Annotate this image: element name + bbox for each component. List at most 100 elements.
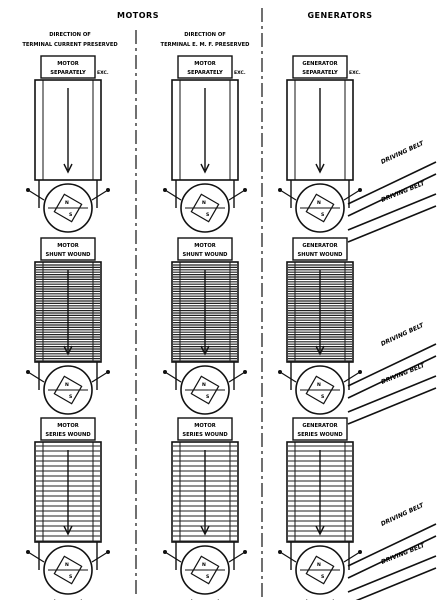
brush-lead (228, 189, 246, 201)
plate-ext: EXC. (97, 70, 109, 76)
terminal (163, 370, 167, 374)
plate-line1: MOTOR (194, 423, 216, 429)
pole-n-label: N (65, 200, 69, 206)
arrow-head (200, 525, 210, 536)
driving-belt (347, 567, 437, 604)
terminal (358, 370, 362, 374)
name-plate (292, 237, 348, 261)
plate-line1: MOTOR (57, 61, 79, 67)
col2-subheading-line1: DIRECTION OF (184, 32, 226, 38)
armature-core (305, 193, 335, 223)
plate-line2: SEPARATELY (50, 70, 86, 76)
terminal (278, 188, 282, 192)
col2-subheading-line2: TERMINAL E. M. F. PRESERVED (161, 42, 251, 48)
brush-lead (164, 189, 182, 201)
pole-s-label: S (321, 574, 324, 580)
brush-lead (343, 189, 361, 201)
terminal (278, 370, 282, 374)
pole-s-label: S (206, 212, 209, 218)
belt-label: DRIVING BELT (380, 322, 426, 348)
terminal (243, 370, 247, 374)
terminal (106, 188, 110, 192)
armature-core (305, 375, 335, 405)
plate-line2: SEPARATELY (302, 70, 338, 76)
dynamo-figure: MOTOR SEPARATELY EXC. NS (26, 55, 110, 242)
dynamo-figure: MOTOR SHUNT WOUND NS (26, 237, 110, 424)
plate-line1: MOTOR (194, 243, 216, 249)
pole-piece (38, 362, 98, 390)
terminal (163, 188, 167, 192)
name-plate (177, 237, 233, 261)
plate-line2: SHUNT WOUND (46, 252, 92, 258)
pole-n-label: N (202, 382, 206, 388)
plate-line1: GENERATOR (302, 243, 337, 249)
terminal (243, 550, 247, 554)
col1-subheading-line1: DIRECTION OF (49, 32, 91, 38)
brush-lead (27, 371, 45, 383)
arrow-head (200, 345, 210, 356)
arrow-head (63, 345, 73, 356)
brush-lead (27, 189, 45, 201)
brush-lead (279, 551, 297, 563)
terminal (358, 550, 362, 554)
generators-heading: GENERATORS (307, 11, 372, 20)
terminal (26, 370, 30, 374)
pole-n-label: N (202, 562, 206, 568)
brush-lead (228, 551, 246, 563)
brush-lead (164, 371, 182, 383)
name-plate (177, 417, 233, 441)
driving-belt (347, 173, 437, 217)
driving-belt (347, 387, 437, 425)
pole-s-label: S (321, 212, 324, 218)
pole-s-label: S (206, 574, 209, 580)
terminal (106, 370, 110, 374)
arrow-head (315, 525, 325, 536)
arrow-head (315, 163, 325, 174)
brush-lead (279, 189, 297, 201)
armature-core (190, 375, 220, 405)
driving-belt (347, 193, 437, 231)
name-plate (40, 55, 96, 79)
pole-s-label: S (69, 394, 72, 400)
plate-line1: GENERATOR (302, 423, 337, 429)
col1-subheading-line2: TERMINAL CURRENT PRESERVED (22, 42, 118, 48)
terminal (163, 550, 167, 554)
arrow-head (63, 525, 73, 536)
pole-piece (38, 542, 98, 570)
dynamo-figure: MOTOR SERIES WOUND NS (26, 417, 110, 604)
dynamo-figure: MOTOR SERIES WOUND NS (163, 417, 247, 604)
pole-s-label: S (69, 212, 72, 218)
name-plate (40, 417, 96, 441)
plate-line1: GENERATOR (302, 61, 337, 67)
terminal (358, 188, 362, 192)
brush-lead (91, 551, 109, 563)
terminal (26, 550, 30, 554)
brush-lead (27, 551, 45, 563)
terminal (243, 188, 247, 192)
armature-core (53, 555, 83, 585)
armature-core (190, 193, 220, 223)
arrow-head (315, 345, 325, 356)
driving-belt (347, 375, 437, 413)
plate-line2: SEPARATELY (187, 70, 223, 76)
arrow-head (200, 163, 210, 174)
terminal (106, 550, 110, 554)
pole-n-label: N (65, 382, 69, 388)
belt-label: DRIVING BELT (380, 502, 426, 528)
driving-belt (347, 205, 437, 243)
driving-belt (347, 555, 437, 593)
pole-n-label: N (317, 562, 321, 568)
pole-piece (175, 542, 235, 570)
plate-line2: SHUNT WOUND (183, 252, 229, 258)
driving-belt (347, 343, 437, 387)
name-plate (292, 55, 348, 79)
plate-line2: SERIES WOUND (297, 432, 343, 438)
name-plate (292, 417, 348, 441)
terminal (278, 550, 282, 554)
pole-n-label: N (202, 200, 206, 206)
motors-heading: MOTORS (117, 11, 159, 20)
